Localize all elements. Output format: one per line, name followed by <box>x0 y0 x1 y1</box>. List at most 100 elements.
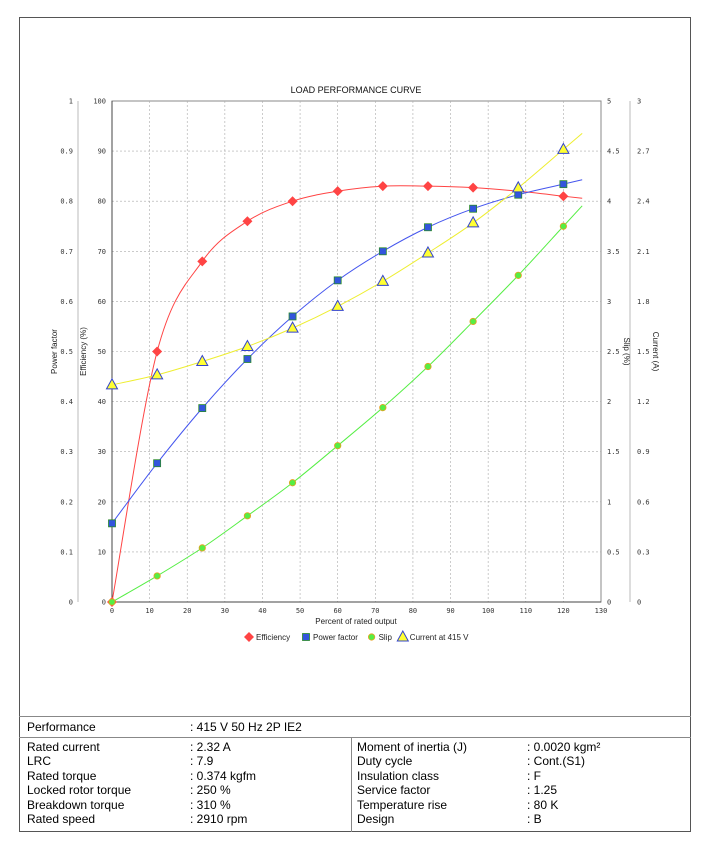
current-tick-label: 1.5 <box>637 348 650 356</box>
x-tick-label: 50 <box>296 607 304 615</box>
current-at-415-v-point <box>150 367 164 380</box>
slip-tick-label: 3.5 <box>607 248 620 256</box>
performance-value: : 415 V 50 Hz 2P IE2 <box>190 720 302 734</box>
current-at-415-v-point <box>331 299 345 311</box>
spec-left-value: : 2.32 A <box>190 740 231 754</box>
x-tick-label: 120 <box>557 607 570 615</box>
current-tick-label: 0.6 <box>637 498 650 506</box>
slip-tick-label: 1 <box>607 498 611 506</box>
efficiency-tick-label: 0 <box>102 599 106 607</box>
power-factor-tick-label: 0 <box>69 599 73 607</box>
current-tick-label: 0.9 <box>637 448 650 456</box>
efficiency-tick-label: 50 <box>98 348 106 356</box>
current-tick-label: 0 <box>637 599 641 607</box>
efficiency-point <box>152 346 163 357</box>
current-tick-label: 0.3 <box>637 548 650 556</box>
slip-point <box>559 222 567 230</box>
slip-tick-label: 4 <box>607 198 611 206</box>
performance-label: Performance <box>27 720 96 734</box>
grid <box>111 100 602 603</box>
spec-right-label: Moment of inertia (J) <box>357 740 468 754</box>
spec-left-value: : 7.9 <box>190 754 214 769</box>
x-tick-label: 40 <box>258 607 266 615</box>
current-at-415-v-point <box>421 245 435 258</box>
power-factor-point <box>108 519 116 528</box>
x-tick-label: 70 <box>371 607 379 615</box>
slip-tick-label: 2.5 <box>607 348 620 356</box>
x-tick-label: 110 <box>519 607 532 615</box>
x-tick-label: 20 <box>183 607 191 615</box>
slip-tick-label: 0.5 <box>607 548 620 556</box>
current-at-415-v-point <box>466 215 480 228</box>
power-factor-point <box>469 204 478 213</box>
spec-right-value: : Cont.(S1) <box>527 754 586 769</box>
legend-efficiency-label: Efficiency <box>256 633 290 642</box>
power-factor-point <box>424 223 432 232</box>
slip-tick-label: 2 <box>607 398 611 406</box>
legend-current-at-415-v-icon <box>396 629 410 642</box>
power-factor-point <box>288 312 297 321</box>
power-factor-tick-label: 0.6 <box>60 298 73 306</box>
efficiency-tick-label: 30 <box>98 448 106 456</box>
x-tick-label: 80 <box>409 607 417 615</box>
spec-right-label: Service factor <box>357 783 431 798</box>
efficiency-tick-label: 10 <box>98 548 106 556</box>
legend-slip-label: Slip <box>379 633 393 642</box>
x-tick-label: 130 <box>595 607 608 615</box>
spec-right-value: : 80 K <box>527 797 559 812</box>
power-factor-tick-label: 0.2 <box>60 498 73 506</box>
efficiency-tick-label: 90 <box>98 148 106 156</box>
power-factor-point <box>153 459 162 468</box>
slip-point <box>288 479 297 487</box>
spec-right-label: Insulation class <box>357 768 440 783</box>
power-factor-point <box>198 404 207 413</box>
spec-left-value: : 2910 rpm <box>190 812 248 826</box>
current-tick-label: 3 <box>637 98 641 106</box>
legend: Efficiency Power factor Slip Current at 415… <box>244 629 469 642</box>
slip-tick-label: 5 <box>607 98 611 106</box>
power-factor-tick-label: 0.5 <box>60 348 73 356</box>
slip-point <box>514 271 522 279</box>
efficiency-tick-label: 40 <box>98 398 106 406</box>
performance-chart: LOAD PERFORMANCE CURVE Percent of rated … <box>50 85 660 642</box>
spec-right-value: : F <box>527 768 541 783</box>
power-factor-point <box>559 180 568 189</box>
x-axis-label: Percent of rated output <box>315 617 397 626</box>
performance-row: Performance : 415 V 50 Hz 2P IE2 <box>19 716 691 738</box>
spec-left-value: : 250 % <box>190 783 231 798</box>
x-tick-label: 60 <box>333 607 341 615</box>
slip-axis-label: Slip (%) <box>622 337 631 365</box>
spec-left-label: Rated speed <box>27 812 96 826</box>
spec-left-label: Locked rotor torque <box>27 783 132 798</box>
spec-left-label: Breakdown torque <box>27 797 125 812</box>
spec-left-value: : 0.374 kgfm <box>190 768 257 783</box>
efficiency-point <box>422 181 433 192</box>
efficiency-point <box>332 186 343 197</box>
x-tick-label: 10 <box>145 607 153 615</box>
series <box>105 133 583 607</box>
current-at-415-v-point <box>195 354 209 367</box>
frame <box>19 17 691 832</box>
spec-left-label: Rated torque <box>27 768 97 783</box>
spec-right-value: : B <box>527 812 542 826</box>
efficiency-point <box>287 196 298 207</box>
power-factor-point <box>378 247 387 256</box>
spec-left-label: LRC <box>27 754 52 769</box>
spec-left-value: : 310 % <box>190 797 231 812</box>
spec-right-value: : 0.0020 kgm² <box>527 740 601 754</box>
slip-tick-label: 3 <box>607 298 611 306</box>
x-tick-label: 30 <box>221 607 229 615</box>
power-factor-tick-label: 0.7 <box>60 248 73 256</box>
legend-power-factor-label: Power factor <box>313 633 358 642</box>
efficiency-tick-label: 80 <box>98 198 106 206</box>
current-tick-label: 2.4 <box>637 198 650 206</box>
power-factor-tick-label: 0.3 <box>60 448 73 456</box>
efficiency-tick-label: 70 <box>98 248 106 256</box>
slip-point <box>334 442 342 450</box>
power-factor-tick-label: 0.9 <box>60 148 73 156</box>
efficiency-tick-label: 20 <box>98 498 106 506</box>
efficiency-point <box>197 256 208 267</box>
current-tick-label: 2.1 <box>637 248 650 256</box>
legend-efficiency-icon <box>244 632 254 642</box>
x-tick-label: 0 <box>110 607 114 615</box>
